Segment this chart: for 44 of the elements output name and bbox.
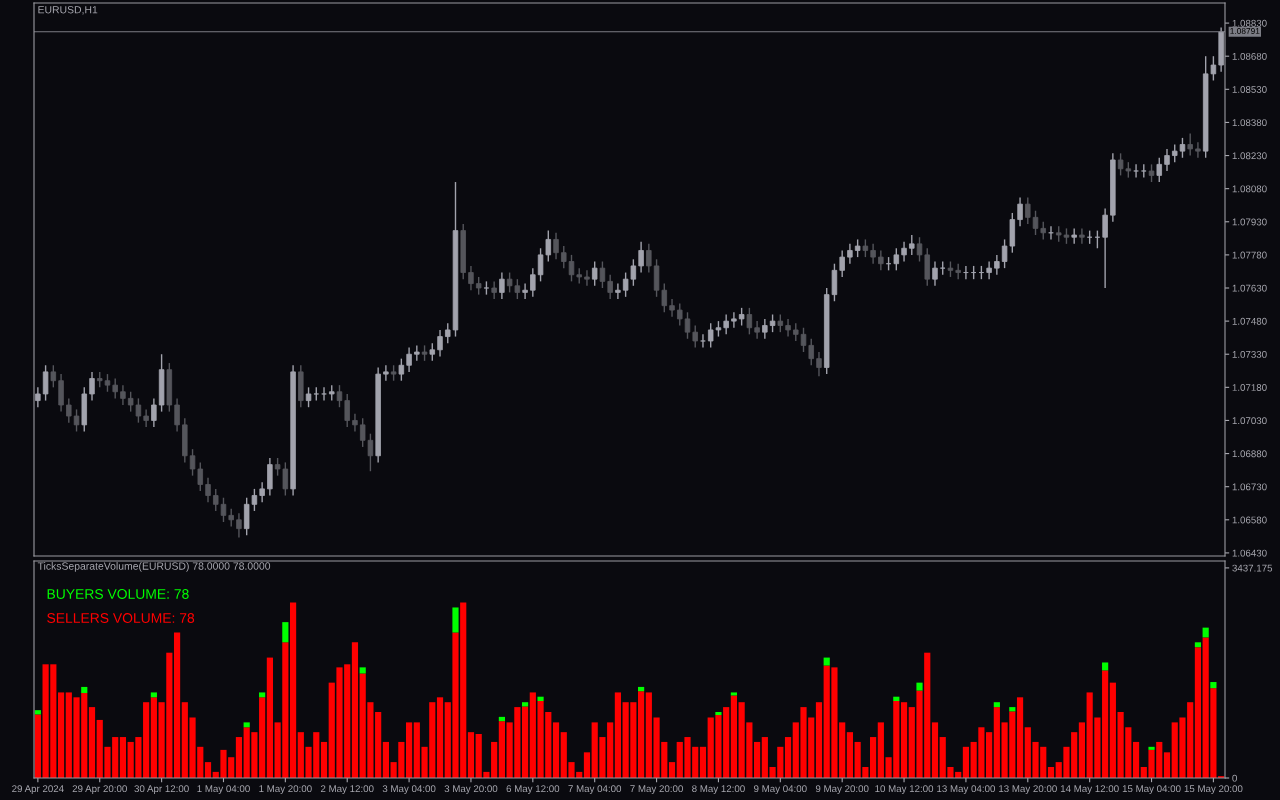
x-tick-label: 10 May 12:00 <box>875 785 934 795</box>
y-tick-label: 0 <box>1232 774 1237 782</box>
y-tick-label: 1.08830 <box>1232 19 1267 27</box>
x-tick-label: 30 Apr 12:00 <box>134 785 189 795</box>
y-tick-label: 1.07180 <box>1232 384 1267 391</box>
y-tick-label: 1.07780 <box>1232 251 1267 259</box>
y-tick-label: 1.07480 <box>1232 317 1267 325</box>
y-tick-label: 1.06580 <box>1232 516 1267 524</box>
x-tick-label: 15 May 20:00 <box>1184 785 1243 795</box>
series-label: SELLERS VOLUME: 78 <box>47 613 195 623</box>
y-tick-label: 1.08230 <box>1232 152 1267 160</box>
x-tick-label: 2 May 12:00 <box>320 785 374 795</box>
x-tick-label: 9 May 04:00 <box>754 785 807 795</box>
y-tick-label: 1.07930 <box>1232 218 1267 226</box>
y-tick-label: 3437.175 <box>1232 564 1273 572</box>
y-tick-label: 1.08380 <box>1232 119 1267 127</box>
y-tick-label: 1.08530 <box>1232 86 1267 93</box>
y-tick-label: 1.08680 <box>1232 52 1267 60</box>
text: BUYERS VOLUME: 78 <box>47 589 189 599</box>
chart-title: EURUSD,H1 <box>38 6 98 15</box>
y-tick-label: 1.07330 <box>1232 350 1267 358</box>
x-tick-label: 29 Apr 20:00 <box>72 785 127 795</box>
x-tick-label: 7 May 04:00 <box>568 785 622 795</box>
x-tick-label: 14 May 12:00 <box>1060 785 1119 795</box>
y-tick-label: 1.08080 <box>1232 185 1267 193</box>
x-tick-label: 6 May 12:00 <box>506 785 560 795</box>
y-tick-label: 1.07030 <box>1232 417 1267 425</box>
x-tick-label: 7 May 20:00 <box>630 785 683 795</box>
x-tick-label: 13 May 20:00 <box>999 785 1057 795</box>
x-tick-label: 9 May 20:00 <box>815 785 869 795</box>
x-tick-label: 8 May 12:00 <box>692 785 745 795</box>
y-tick-label: 1.06880 <box>1232 450 1267 458</box>
ref-line-label: 1.08791 <box>1230 28 1260 34</box>
x-tick-label: 1 May 04:00 <box>197 785 250 795</box>
x-tick-label: 1 May 20:00 <box>259 785 312 795</box>
y-tick-label: 1.06430 <box>1232 549 1267 557</box>
x-tick-label: 3 May 20:00 <box>444 785 498 795</box>
x-tick-label: 15 May 04:00 <box>1122 785 1181 795</box>
x-tick-label: 3 May 04:00 <box>382 785 436 795</box>
x-tick-label: 13 May 04:00 <box>937 785 995 795</box>
y-tick-label: 1.07630 <box>1232 284 1267 292</box>
chart-title: TicksSeparateVolume(EURUSD) 78.0000 78.0000 <box>37 562 271 572</box>
x-tick-label: 29 Apr 2024 <box>12 785 64 795</box>
y-tick-label: 1.06730 <box>1232 483 1267 491</box>
